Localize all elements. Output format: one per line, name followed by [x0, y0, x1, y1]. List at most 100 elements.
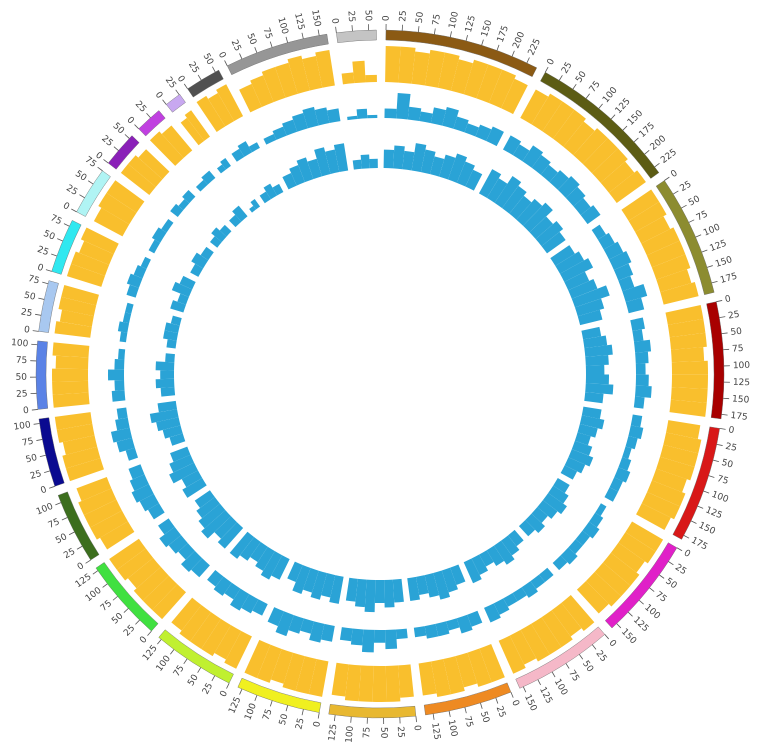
histogram-bar	[182, 189, 196, 204]
tick-label: 175	[689, 536, 709, 553]
density-bar	[282, 652, 305, 691]
histogram-bar	[161, 218, 174, 233]
tick-label: 25	[494, 705, 507, 719]
histogram-bar	[119, 331, 128, 343]
histogram-bar	[178, 543, 195, 560]
tick-label: 25	[201, 681, 215, 696]
tick-mark	[415, 716, 417, 723]
tick-label: 50	[378, 727, 388, 739]
histogram-bar	[507, 529, 524, 547]
tick-mark	[544, 66, 549, 73]
histogram-bar	[618, 275, 635, 292]
density-bar	[331, 662, 349, 697]
histogram-bar	[493, 598, 510, 615]
histogram-bar	[571, 440, 593, 456]
tick-mark	[480, 702, 483, 709]
histogram-bar	[585, 354, 609, 366]
histogram-bar	[310, 570, 327, 600]
tick-label: 0	[61, 201, 71, 213]
histogram-bar	[446, 618, 460, 631]
histogram-bar	[633, 396, 645, 409]
tick-mark	[157, 639, 162, 645]
histogram-bar	[296, 157, 314, 183]
tick-mark	[134, 124, 139, 130]
tick-mark	[604, 634, 610, 640]
histogram-bar	[129, 474, 149, 492]
tick-label: 0	[411, 725, 422, 732]
histogram-bar	[229, 214, 242, 228]
tick-mark	[627, 611, 633, 617]
tick-mark	[254, 695, 258, 701]
tick-label: 75	[49, 213, 64, 227]
histogram-bar	[321, 573, 336, 598]
tick-mark	[464, 707, 467, 714]
tick-mark	[572, 83, 577, 90]
histogram-bar	[117, 321, 130, 333]
tick-label: 50	[73, 169, 88, 184]
histogram-bar	[424, 572, 440, 598]
tick-mark	[672, 190, 679, 195]
tick-label: 25	[186, 60, 200, 75]
histogram-bar	[302, 567, 319, 593]
histogram-bar	[198, 503, 226, 529]
histogram-bar	[191, 558, 210, 578]
density-bar	[287, 55, 310, 94]
histogram-bar	[160, 370, 175, 380]
density-bar	[641, 227, 680, 256]
histogram-bar	[471, 554, 489, 576]
histogram-bar	[124, 302, 134, 314]
histogram-bar	[360, 154, 370, 169]
tick-label: 100	[448, 10, 461, 29]
tick-label: 25	[163, 75, 178, 90]
tick-label: 25	[229, 38, 243, 53]
tick-label: 125	[141, 644, 160, 664]
density-bar	[76, 477, 112, 502]
histogram-bar	[159, 526, 182, 548]
histogram-bar	[155, 361, 175, 371]
tick-mark	[97, 166, 103, 172]
tick-mark	[350, 716, 352, 723]
histogram-bar	[595, 503, 607, 517]
histogram-bar	[369, 158, 378, 169]
density-bar	[52, 380, 89, 395]
density-bar	[660, 444, 699, 467]
tick-label: 175	[730, 411, 748, 423]
histogram-bar	[478, 169, 502, 198]
density-bar	[450, 59, 474, 95]
tick-mark	[38, 297, 45, 300]
histogram-bar	[501, 535, 520, 556]
tick-mark	[510, 691, 514, 698]
tick-mark	[449, 31, 452, 38]
histogram-bar	[107, 369, 125, 381]
tick-mark	[721, 332, 728, 335]
density-bar	[216, 84, 244, 122]
density-bar	[665, 305, 704, 325]
histogram-bar	[453, 116, 469, 133]
ideogram	[95, 562, 159, 632]
histogram-bar	[604, 487, 619, 502]
density-bar	[239, 83, 262, 113]
histogram-bar	[122, 312, 132, 324]
tick-label: 0	[509, 699, 521, 708]
histogram-bar	[441, 567, 458, 593]
histogram-bar	[456, 614, 473, 634]
histogram-bar	[523, 202, 553, 233]
histogram-bar	[584, 392, 604, 404]
histogram-bar	[237, 141, 253, 157]
tick-mark	[239, 688, 243, 695]
tick-mark	[585, 93, 590, 99]
tick-mark	[87, 180, 94, 185]
tick-mark	[551, 671, 556, 678]
histogram-bar	[392, 145, 405, 170]
tick-mark	[558, 75, 563, 81]
tick-label: 200	[649, 134, 669, 153]
histogram-bar	[211, 227, 227, 243]
ideogram	[604, 542, 678, 629]
histogram-bar	[275, 611, 294, 637]
density-bar	[184, 110, 210, 141]
ideogram	[328, 704, 417, 719]
tick-label: 0	[216, 51, 228, 61]
histogram-bar	[419, 111, 433, 124]
histogram-bar	[411, 143, 427, 173]
density-bar	[573, 128, 608, 164]
